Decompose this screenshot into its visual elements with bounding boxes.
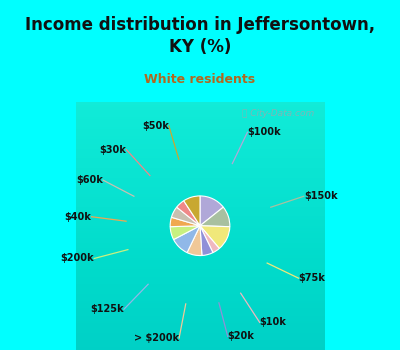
- Text: Income distribution in Jeffersontown,
KY (%): Income distribution in Jeffersontown, KY…: [25, 16, 375, 56]
- Text: $100k: $100k: [248, 127, 281, 137]
- Text: $40k: $40k: [65, 212, 92, 222]
- Wedge shape: [184, 196, 200, 226]
- Wedge shape: [172, 207, 200, 226]
- Text: $200k: $200k: [61, 253, 94, 264]
- Wedge shape: [187, 226, 202, 256]
- Wedge shape: [174, 226, 200, 253]
- Wedge shape: [200, 196, 223, 226]
- Text: $20k: $20k: [228, 331, 255, 342]
- Text: > $200k: > $200k: [134, 333, 179, 343]
- Text: ⓘ City-Data.com: ⓘ City-Data.com: [242, 109, 314, 118]
- Wedge shape: [170, 217, 200, 227]
- Text: $150k: $150k: [304, 191, 337, 201]
- Text: $30k: $30k: [100, 145, 126, 155]
- Wedge shape: [200, 226, 213, 256]
- Wedge shape: [200, 226, 219, 253]
- Text: $60k: $60k: [76, 175, 103, 185]
- Wedge shape: [200, 226, 230, 248]
- Text: White residents: White residents: [144, 73, 256, 86]
- Text: $75k: $75k: [298, 273, 325, 283]
- Text: $50k: $50k: [142, 121, 169, 131]
- Text: $10k: $10k: [260, 317, 286, 327]
- Wedge shape: [200, 207, 230, 227]
- Wedge shape: [177, 201, 200, 226]
- Wedge shape: [170, 226, 200, 239]
- Text: $125k: $125k: [90, 304, 124, 314]
